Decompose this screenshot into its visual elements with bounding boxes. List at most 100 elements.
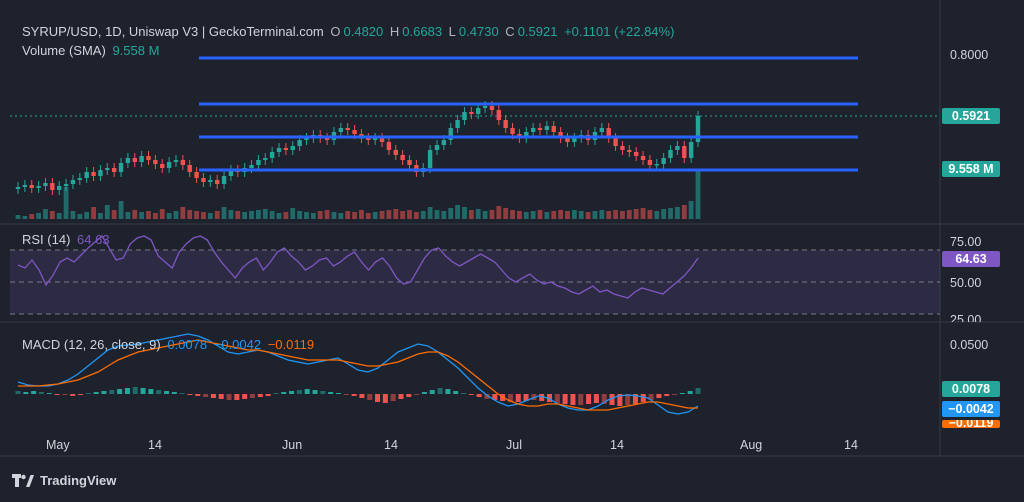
candle-body <box>530 128 536 132</box>
volume-bar <box>70 211 76 219</box>
brand-name: TradingView <box>40 473 117 488</box>
volume-bar <box>475 209 481 219</box>
volume-bar <box>276 213 282 219</box>
x-label-may: May <box>46 438 70 452</box>
signal-line <box>18 339 698 411</box>
candle-body <box>537 128 543 130</box>
volume-bar <box>125 212 131 219</box>
candle-body <box>29 185 34 188</box>
macd-bar <box>359 394 365 398</box>
macd-v1: 0.0078 <box>167 337 208 352</box>
candle-body <box>524 132 529 138</box>
volume-bar <box>544 212 550 219</box>
volume-bar <box>613 210 618 219</box>
macd-label: MACD (12, 26, close, 9) <box>22 337 161 352</box>
volume-bar <box>517 211 522 219</box>
change-value: +0.1101 (+22.84%) <box>564 24 675 39</box>
candle-body <box>22 185 28 187</box>
volume-bar <box>379 211 385 219</box>
macd-bar <box>601 394 607 404</box>
volume-bar <box>434 210 440 219</box>
candle-body <box>43 183 48 186</box>
macd-bar <box>265 394 271 396</box>
candle-body <box>338 128 344 132</box>
candle-body <box>166 162 172 168</box>
volume-bar <box>310 213 316 219</box>
tradingview-logo[interactable]: TradingView <box>12 473 116 488</box>
candle-body <box>393 150 398 155</box>
candle-body <box>668 150 673 158</box>
candle-body <box>15 187 21 189</box>
macd-bar <box>687 391 693 394</box>
volume-header: Volume (SMA) 9.558 M <box>22 43 162 58</box>
volume-bar <box>297 211 303 219</box>
macd-bar <box>656 394 662 398</box>
macd-bar <box>171 392 177 394</box>
rsi-line <box>17 234 699 299</box>
candle-body <box>111 168 117 172</box>
candle-body <box>256 160 261 165</box>
macd-bar <box>203 394 209 397</box>
candle-body <box>551 126 556 132</box>
candlesticks <box>15 101 701 195</box>
macd-bar <box>461 393 467 394</box>
macd-bar <box>695 388 701 394</box>
macd-bar <box>523 394 529 401</box>
macd-bar <box>609 394 615 405</box>
candle-body <box>269 152 275 158</box>
candle-body <box>160 164 165 168</box>
macd-bar <box>46 393 52 394</box>
candle-body <box>661 158 666 164</box>
macd-bar <box>304 389 310 394</box>
symbol-title: SYRUP/USD, 1D, Uniswap V3 | GeckoTermina… <box>22 24 324 39</box>
open-label: O <box>330 24 341 39</box>
macd-bar <box>515 394 521 402</box>
volume-bar <box>317 211 323 219</box>
macd-bar <box>312 390 318 394</box>
candle-body <box>427 150 433 168</box>
x-label-aug: Aug <box>740 438 763 452</box>
volume-bar <box>242 212 248 219</box>
candle-body <box>84 172 89 178</box>
macd-bar <box>62 394 68 395</box>
macd-bar <box>406 394 412 397</box>
volume-bar <box>578 211 584 219</box>
macd-bar <box>507 394 513 402</box>
candle-body <box>283 148 289 150</box>
macd-bar <box>117 389 123 394</box>
volume-bar <box>262 209 268 219</box>
volume-bar <box>152 213 158 219</box>
volume-bar <box>393 209 399 219</box>
candle-body <box>695 116 701 142</box>
candle-body <box>620 146 625 150</box>
volume-bar <box>400 211 406 219</box>
candle-body <box>572 138 577 142</box>
macd-bar <box>484 394 490 399</box>
macd-bar <box>70 394 76 396</box>
candle-body <box>297 140 302 146</box>
rsi-tick-75: 75.00 <box>950 235 982 249</box>
candle-body <box>70 180 76 184</box>
volume-bar <box>77 214 83 219</box>
candle-body <box>558 132 563 138</box>
volume-bar <box>29 214 35 219</box>
macd-bar <box>664 394 670 396</box>
volume-bar <box>407 210 412 219</box>
macd-bar <box>273 393 279 394</box>
candle-body <box>98 170 103 176</box>
candle-body <box>187 165 192 172</box>
macd-bar <box>210 394 216 398</box>
macd-bar <box>281 392 287 394</box>
volume-bar <box>695 169 701 219</box>
volume-bar <box>510 210 515 219</box>
candle-body <box>400 155 405 160</box>
macd-v3: −0.0119 <box>267 337 315 352</box>
candle-body <box>366 138 371 140</box>
macd-bar <box>249 394 255 398</box>
x-label-jul14: 14 <box>610 438 624 452</box>
volume-bar <box>455 205 460 219</box>
candle-body <box>462 112 467 120</box>
volume-bar <box>345 211 351 219</box>
